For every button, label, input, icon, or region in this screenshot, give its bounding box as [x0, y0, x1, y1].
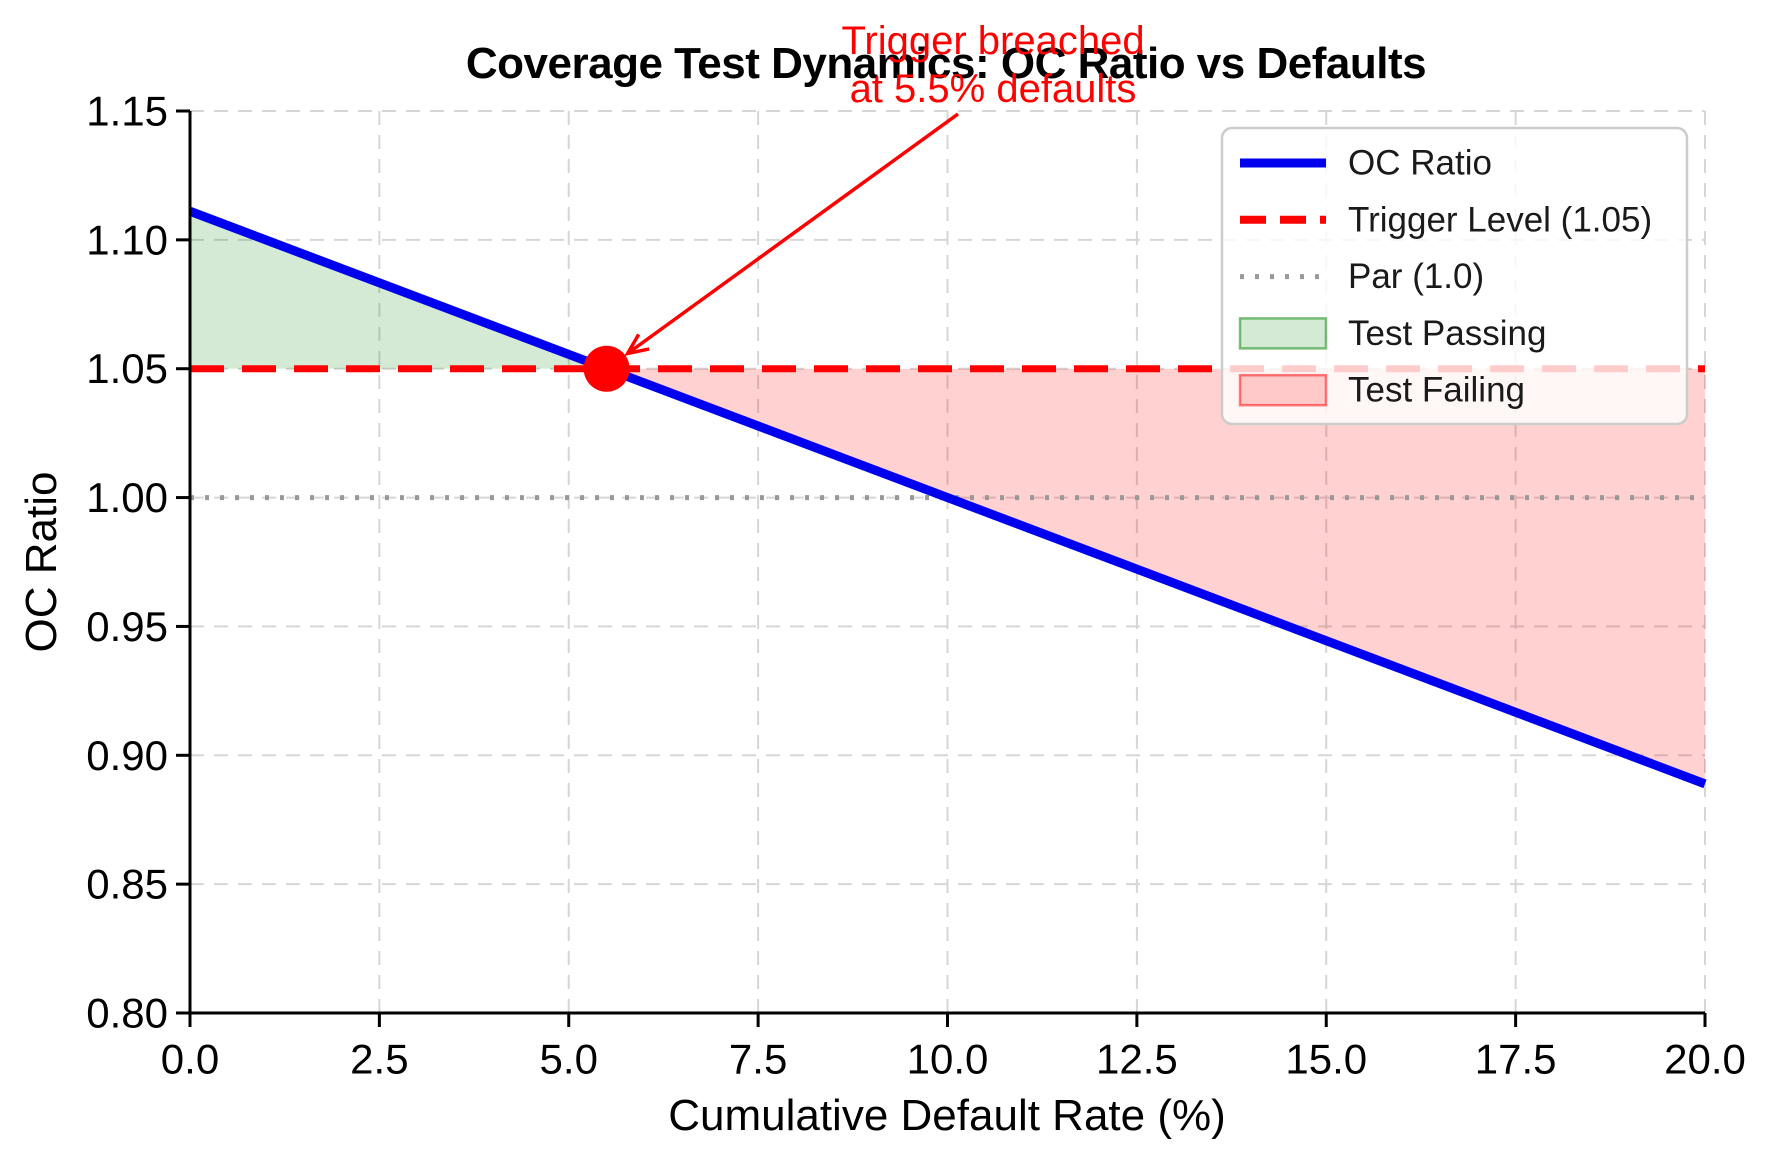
y-tick-label: 0.95 [86, 603, 168, 650]
x-tick-label: 12.5 [1096, 1035, 1178, 1082]
y-tick-label: 1.00 [86, 474, 168, 521]
y-tick-label: 1.10 [86, 216, 168, 263]
legend-item-label: OC Ratio [1348, 144, 1492, 183]
x-tick-label: 0.0 [161, 1035, 219, 1082]
legend-item: Par (1.0) [1240, 257, 1484, 296]
y-tick-label: 0.80 [86, 990, 168, 1037]
legend-item-label: Test Passing [1348, 314, 1546, 353]
annotation-line-2: at 5.5% defaults [850, 67, 1137, 111]
legend-item-label: Par (1.0) [1348, 257, 1484, 296]
arrow-head [624, 333, 650, 356]
chart-title: Coverage Test Dynamics: OC Ratio vs Defa… [466, 39, 1426, 88]
legend-patch-swatch [1238, 317, 1328, 350]
x-tick-label: 15.0 [1285, 1035, 1367, 1082]
legend-item: Test Passing [1238, 314, 1546, 353]
legend-item: OC Ratio [1240, 144, 1492, 183]
x-tick-label: 10.0 [907, 1035, 989, 1082]
x-tick-label: 2.5 [350, 1035, 408, 1082]
y-tick-label: 0.85 [86, 861, 168, 908]
x-tick-label: 17.5 [1475, 1035, 1557, 1082]
legend-item-label: Trigger Level (1.05) [1348, 200, 1652, 239]
tick-labels-layer: 0.0 2.5 5.0 7.5 10.0 12.5 15.0 17.5 20.0 0.80 0.85… [86, 88, 1746, 1083]
legend-item: Trigger Level (1.05) [1240, 200, 1652, 239]
x-tick-label: 20.0 [1664, 1035, 1746, 1082]
y-tick-label: 0.90 [86, 732, 168, 779]
y-tick-label: 1.05 [86, 345, 168, 392]
legend-item: Test Failing [1238, 371, 1525, 410]
arrow-shaft [626, 112, 960, 355]
annotation-line-1: Trigger breached [841, 19, 1144, 63]
axes-layer [176, 109, 1707, 1027]
legend: OC Ratio Trigger Level (1.05) Par (1.0) Tes… [1220, 126, 1689, 426]
legend-items: OC Ratio Trigger Level (1.05) Par (1.0) Tes… [1238, 144, 1652, 410]
x-tick-label: 7.5 [729, 1035, 787, 1082]
legend-item-label: Test Failing [1348, 371, 1525, 410]
breach-point-marker [583, 345, 630, 392]
legend-patch-swatch [1238, 373, 1328, 407]
x-tick-label: 5.0 [540, 1035, 598, 1082]
x-axis-label: Cumulative Default Rate (%) [668, 1091, 1226, 1140]
y-axis-label: OC Ratio [17, 472, 66, 653]
annotation-arrow [624, 112, 960, 356]
marker-layer [583, 345, 630, 392]
legend-box [1220, 126, 1689, 426]
y-tick-label: 1.15 [86, 88, 168, 135]
